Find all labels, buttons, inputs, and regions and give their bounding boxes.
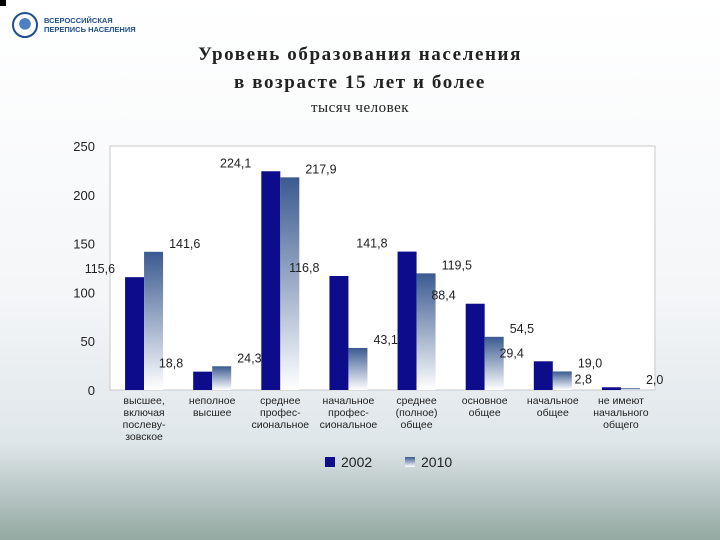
bar-2002 [261, 171, 281, 390]
category-label-line: не имеют [598, 395, 644, 407]
legend-label-2002: 2002 [341, 454, 372, 470]
category-label-line: основное [462, 395, 508, 407]
bar-2002 [601, 387, 621, 390]
category-label: неполное высшее [189, 395, 236, 419]
category-label-line: (полное) [396, 407, 438, 419]
data-label-2002: 224,1 [220, 156, 251, 170]
data-label-2010: 54,5 [510, 322, 534, 336]
legend-label-2010: 2010 [421, 454, 452, 470]
bar-2010 [144, 251, 164, 390]
category-label-line: среднее [396, 395, 436, 407]
y-tick-label: 250 [73, 139, 95, 154]
bar-2002 [397, 251, 417, 390]
data-label-2002: 18,8 [159, 357, 183, 371]
data-label-2002: 88,4 [431, 289, 455, 303]
plot-area [109, 145, 656, 391]
chart-title-line2: в возрасте 15 лет и более [234, 72, 486, 93]
category-label: начальное профес-сиональное [320, 395, 378, 431]
data-label-2002: 141,8 [356, 237, 387, 251]
data-label-2010: 141,6 [169, 237, 200, 251]
category-label: среднее (полное) общее [396, 395, 438, 431]
y-tick-label: 150 [73, 237, 95, 252]
corner-mark [0, 0, 6, 6]
category-label: не имеют начального общего [593, 395, 649, 431]
category-label-line: начального [593, 407, 649, 419]
bar-2002 [193, 371, 213, 390]
data-label-2002: 29,4 [499, 346, 523, 360]
category-label-line: послеву- [123, 419, 166, 431]
legend-swatch-2010 [405, 457, 415, 467]
category-label-line: высшее, [123, 395, 164, 407]
bar-2010 [620, 388, 640, 390]
category-label-line: неполное [189, 395, 236, 407]
y-tick-label: 50 [81, 334, 95, 349]
category-label-line: общее [401, 419, 433, 431]
chart-subtitle: тысяч человек [310, 100, 410, 116]
data-label-2002: 2,8 [575, 372, 592, 386]
data-label-2002: 115,6 [85, 262, 115, 276]
bar-2010 [484, 336, 504, 390]
logo-text-line2: ПЕРЕПИСЬ НАСЕЛЕНИЯ [44, 25, 136, 34]
category-label-line: профес- [260, 407, 301, 419]
category-label: основное общее [462, 395, 508, 419]
data-label-2010: 24,3 [237, 351, 261, 365]
y-tick-label: 0 [88, 383, 95, 398]
legend-swatch-2002 [325, 457, 335, 467]
category-label-line: сиональное [320, 419, 378, 431]
bar-2002 [125, 277, 145, 390]
data-label-2010: 43,1 [373, 333, 397, 347]
data-label-2010: 2,0 [646, 373, 663, 387]
data-label-2010: 217,9 [305, 162, 336, 176]
category-label-line: общее [469, 407, 501, 419]
category-label-line: профес- [328, 407, 369, 419]
category-label-line: общего [603, 419, 639, 431]
logo-text-line1: ВСЕРОССИЙСКАЯ [44, 16, 113, 25]
category-label: начальное общее [527, 395, 579, 419]
chart-title-line1: Уровень образования населения [198, 44, 522, 65]
category-label: среднее профес-сиональное [251, 395, 309, 431]
category-label-line: среднее [260, 395, 300, 407]
category-label-line: начальное [323, 395, 375, 407]
category-label: высшее, включая послеву-зовское [123, 395, 166, 443]
category-label-line: включая [124, 407, 165, 419]
bar-2010 [348, 347, 368, 390]
bar-2010 [552, 371, 572, 390]
census-logo-text: ВСЕРОССИЙСКАЯ ПЕРЕПИСЬ НАСЕЛЕНИЯ [44, 16, 136, 34]
bar-2010 [212, 366, 232, 390]
y-tick-label: 200 [73, 188, 95, 203]
category-label-line: начальное [527, 395, 579, 407]
data-label-2010: 19,0 [578, 356, 602, 370]
category-label-line: высшее [193, 407, 232, 419]
bar-2002 [465, 303, 485, 390]
data-label-2010: 119,5 [442, 258, 472, 272]
census-logo-icon [12, 12, 38, 38]
y-tick-label: 100 [73, 285, 95, 300]
census-logo: ВСЕРОССИЙСКАЯ ПЕРЕПИСЬ НАСЕЛЕНИЯ [12, 12, 136, 38]
category-label-line: сиональное [251, 419, 309, 431]
bar-2010 [416, 273, 436, 390]
bar-2002 [533, 361, 553, 390]
category-label-line: общее [537, 407, 569, 419]
data-label-2002: 116,8 [289, 261, 319, 275]
category-label-line: зовское [125, 431, 163, 443]
bar-2002 [329, 276, 349, 390]
bar-2010 [280, 177, 300, 390]
